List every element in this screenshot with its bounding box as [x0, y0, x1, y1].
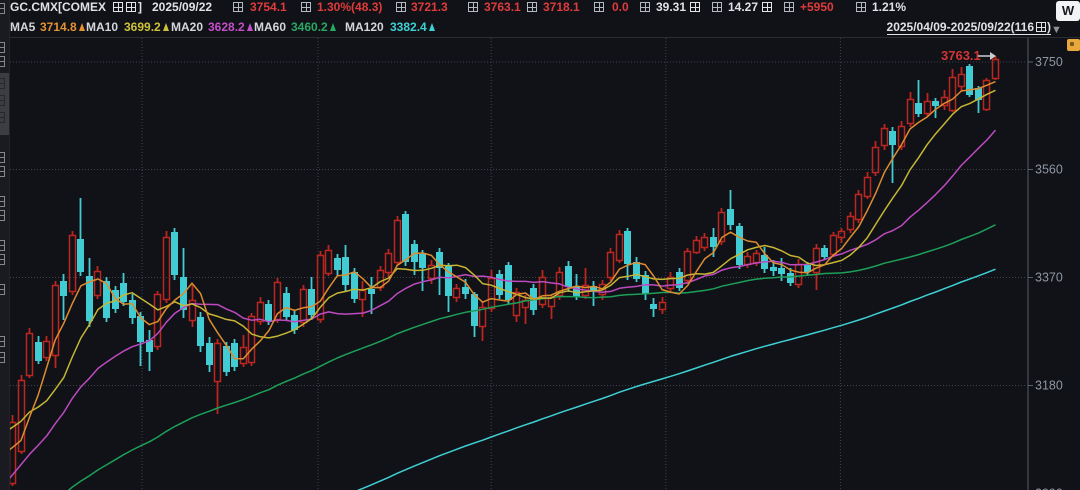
svg-text:3560: 3560 — [1035, 163, 1063, 177]
svg-text:3750: 3750 — [1035, 55, 1063, 69]
svg-text:3763.1: 3763.1 — [941, 48, 981, 63]
svg-text:3370: 3370 — [1035, 271, 1063, 285]
svg-text:2990: 2990 — [1035, 487, 1063, 490]
svg-text:3180: 3180 — [1035, 379, 1063, 393]
